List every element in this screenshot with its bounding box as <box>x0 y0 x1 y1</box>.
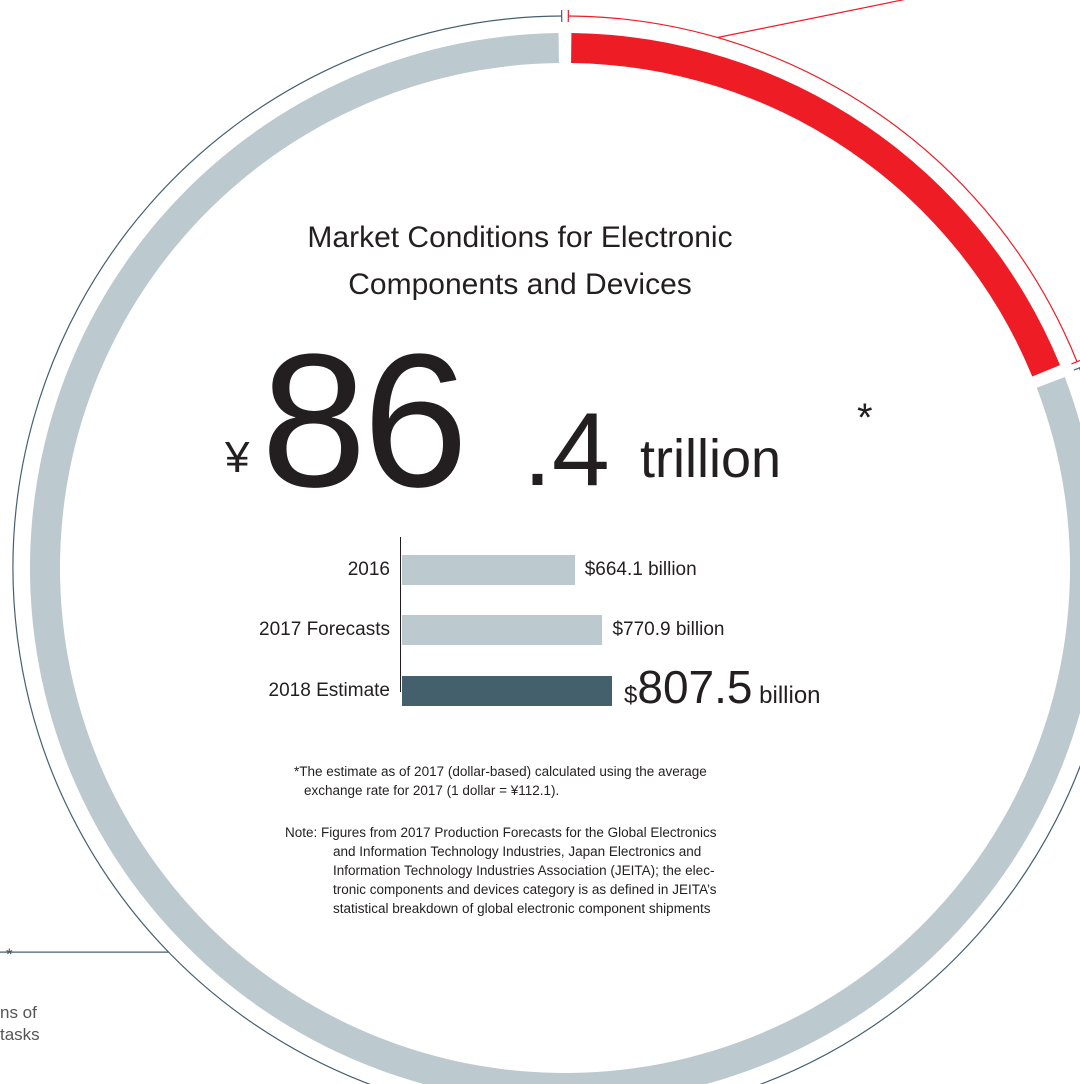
cropped-asterisk: * <box>6 945 13 964</box>
headline-value: ¥ 86 .4 trillion * <box>225 318 945 516</box>
headline-integer: 86 <box>261 315 468 527</box>
bar-value-unit: billion <box>752 682 821 709</box>
bar-value-currency: $ <box>624 682 638 709</box>
bar-value-label: $770.9 billion <box>612 619 725 640</box>
bar-category-label: 2016 <box>347 559 390 580</box>
bar <box>402 555 575 585</box>
note-line-2: and Information Technology Industries, J… <box>333 844 702 859</box>
cropped-text-line-2: tasks <box>0 1025 40 1044</box>
rest-outline-tick-start <box>1073 367 1080 371</box>
bar-value-number: 807.5 <box>637 661 753 713</box>
bar-category-label: 2018 Estimate <box>268 680 390 701</box>
title-line-2: Components and Devices <box>348 268 692 301</box>
donut-slice-highlight <box>571 33 1061 377</box>
highlight-outline-tick-end <box>1071 359 1080 365</box>
bar-axis <box>400 537 401 692</box>
headline-asterisk: * <box>857 396 873 440</box>
note-line-5: statistical breakdown of global electron… <box>333 901 711 916</box>
highlight-callout-line <box>717 0 906 39</box>
footnote-line-1: *The estimate as of 2017 (dollar-based) … <box>294 764 707 779</box>
headline-decimal: .4 <box>523 392 610 508</box>
cropped-text-line-1: ns of <box>0 1003 37 1022</box>
chart-title: Market Conditions for Electronic Compone… <box>200 214 840 308</box>
bar-highlight <box>402 676 612 706</box>
bar-category-label: 2017 Forecasts <box>259 619 390 640</box>
bar <box>402 615 603 645</box>
headline-currency: ¥ <box>225 433 250 482</box>
rest-outline-arc <box>12 15 1080 1084</box>
note-line-4: tronic components and devices category i… <box>333 882 717 897</box>
highlight-outline-arc <box>568 15 1078 362</box>
bar-value-label-highlight: $807.5 billion <box>624 660 821 714</box>
title-line-1: Market Conditions for Electronic <box>307 221 733 254</box>
headline-unit: trillion <box>640 429 782 489</box>
bar-value-label: $664.1 billion <box>584 559 697 580</box>
note-line-3: Information Technology Industries Associ… <box>333 863 715 878</box>
footnote-line-2: exchange rate for 2017 (1 dollar = ¥112.… <box>304 783 560 798</box>
note-line-1: Note: Figures from 2017 Production Forec… <box>285 825 717 840</box>
